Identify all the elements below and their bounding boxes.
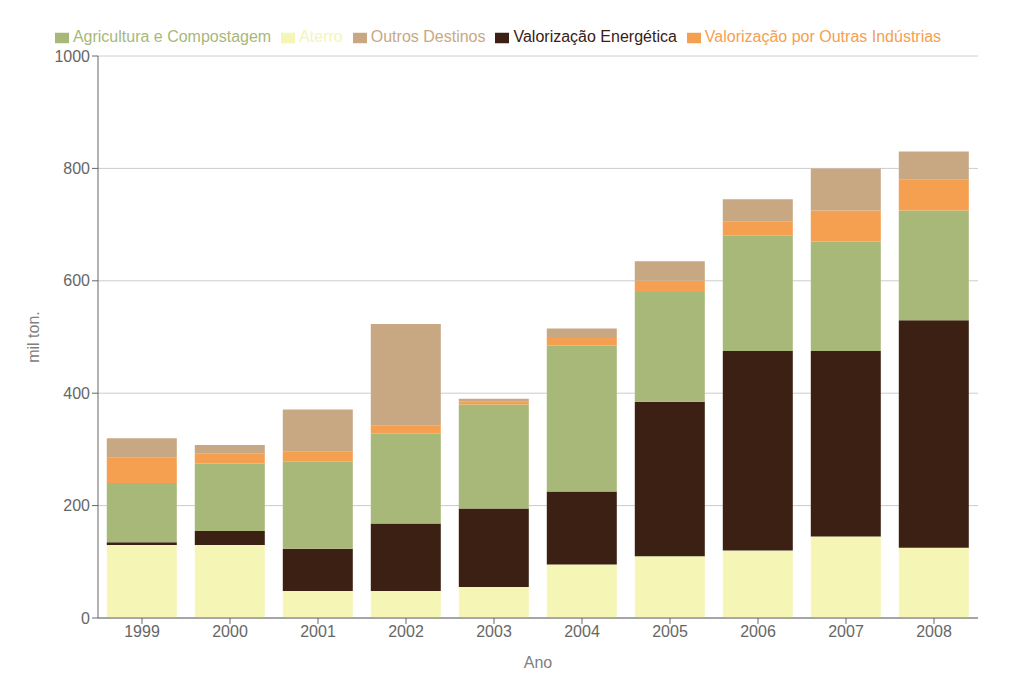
svg-text:2002: 2002 bbox=[388, 623, 424, 640]
svg-text:400: 400 bbox=[63, 385, 90, 402]
svg-text:2000: 2000 bbox=[212, 623, 248, 640]
svg-text:Ano: Ano bbox=[524, 654, 553, 671]
html-text:Agricultura e Compostagem: Agricultura e Compostagem bbox=[72, 28, 272, 45]
svg-text:1000: 1000 bbox=[54, 48, 90, 65]
html-text:Outros Destinos: Outros Destinos bbox=[370, 28, 486, 45]
svg-text:2005: 2005 bbox=[652, 623, 688, 640]
svg-text:1999: 1999 bbox=[124, 623, 160, 640]
svg-text:2003: 2003 bbox=[476, 623, 512, 640]
svg-text:2006: 2006 bbox=[740, 623, 776, 640]
svg-text:mil ton.: mil ton. bbox=[25, 311, 42, 363]
svg-text:2004: 2004 bbox=[564, 623, 600, 640]
svg-text:2001: 2001 bbox=[300, 623, 336, 640]
html-text:Aterro: Aterro bbox=[299, 28, 343, 45]
html-text:Valorização por Outras Indústr: Valorização por Outras Indústrias bbox=[704, 28, 942, 45]
svg-text:600: 600 bbox=[63, 272, 90, 289]
svg-text:200: 200 bbox=[63, 497, 90, 514]
svg-text:2008: 2008 bbox=[916, 623, 952, 640]
svg-text:2007: 2007 bbox=[828, 623, 864, 640]
html-text:Valorização Energética: Valorização Energética bbox=[513, 28, 677, 45]
svg-text:0: 0 bbox=[81, 610, 90, 627]
svg-text:800: 800 bbox=[63, 160, 90, 177]
